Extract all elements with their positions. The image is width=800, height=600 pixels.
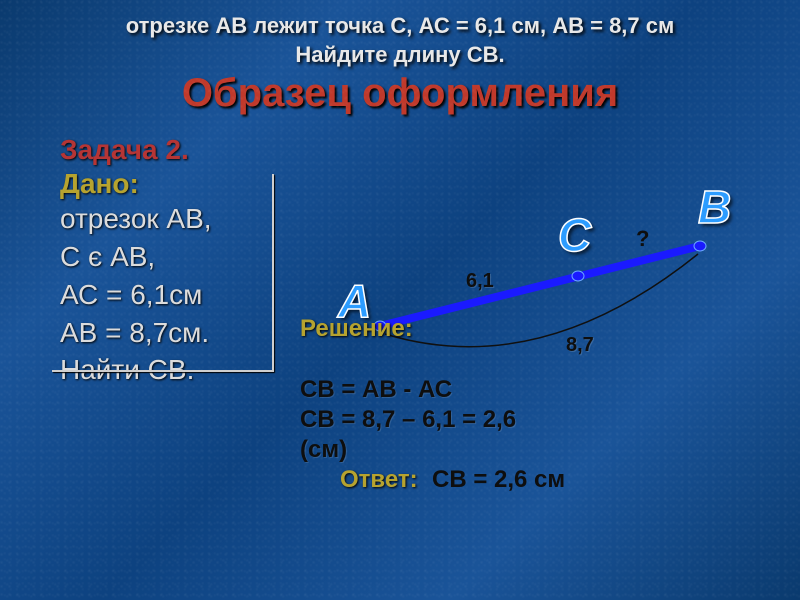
point-b-marker <box>694 241 706 251</box>
solution-label: Решение: <box>300 316 420 342</box>
arc-ab <box>385 254 698 347</box>
answer-label: Ответ: <box>340 466 418 494</box>
point-label-b: B <box>698 180 731 234</box>
question-mark: ? <box>636 226 649 252</box>
answer-value: СВ = 2,6 см <box>432 466 565 494</box>
geometry-diagram: A C B 6,1 8,7 ? <box>330 156 750 376</box>
solution-line-2: СВ = 8,7 – 6,1 = 2,6 <box>300 406 516 434</box>
given-vertical-divider <box>272 174 274 370</box>
segment-ab <box>380 246 700 326</box>
solution-line-1: СВ = АВ - АС <box>300 376 452 404</box>
solution-line-3: (см) <box>300 436 347 464</box>
point-label-c: C <box>558 208 591 262</box>
content-area: Задача 2. Дано: отрезок АВ, С є АВ, АС =… <box>0 116 800 389</box>
point-c-marker <box>572 271 584 281</box>
length-ab: 8,7 <box>566 334 594 357</box>
length-ac: 6,1 <box>466 270 494 293</box>
diagram-svg <box>330 156 750 376</box>
given-horizontal-divider <box>52 370 274 372</box>
